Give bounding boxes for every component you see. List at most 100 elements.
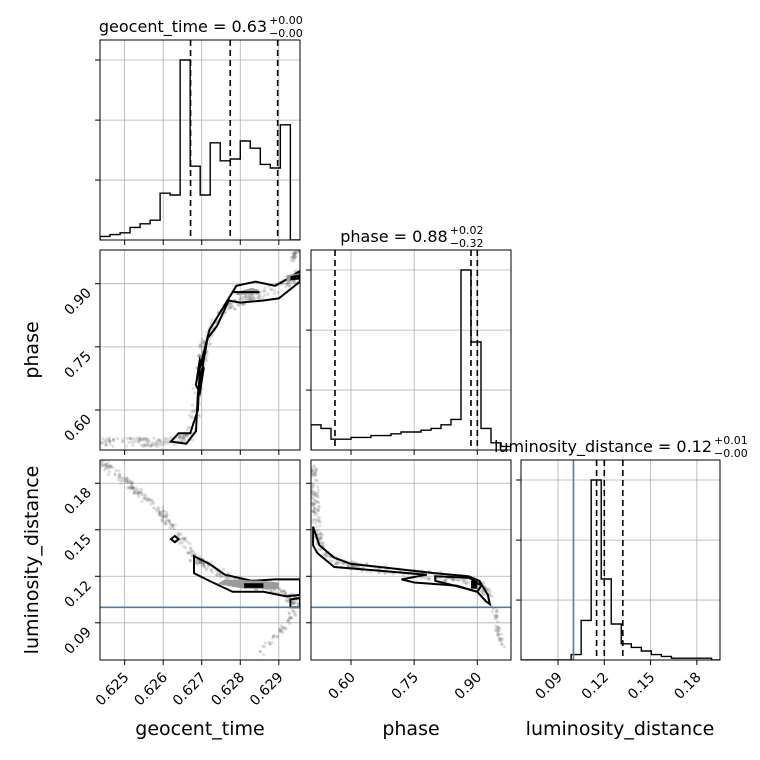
posterior-samples-luminosity_distance-vs-geocent_time [177,532,181,536]
posterior-samples-phase-vs-geocent_time [178,436,182,440]
posterior-samples-luminosity_distance-vs-phase [350,559,354,564]
posterior-samples-phase-vs-geocent_time [147,438,151,442]
posterior-samples-phase-vs-geocent_time [150,443,154,447]
posterior-samples-phase-vs-geocent_time [127,440,131,444]
posterior-samples-luminosity_distance-vs-geocent_time [258,649,262,654]
posterior-samples-luminosity_distance-vs-geocent_time [142,497,146,501]
posterior-samples-phase-vs-geocent_time [141,444,145,448]
posterior-samples-luminosity_distance-vs-geocent_time [137,490,141,494]
posterior-samples-luminosity_distance-vs-phase [314,470,318,474]
posterior-samples-luminosity_distance-vs-geocent_time [204,568,208,572]
posterior-samples-phase-vs-geocent_time [190,410,194,414]
posterior-samples-luminosity_distance-vs-geocent_time [218,572,222,576]
posterior-samples-luminosity_distance-vs-phase [496,630,500,634]
posterior-samples-luminosity_distance-vs-geocent_time [147,498,151,502]
posterior-samples-luminosity_distance-vs-geocent_time [291,608,295,613]
posterior-samples-luminosity_distance-vs-geocent_time [130,486,134,490]
posterior-samples-phase-vs-geocent_time [272,288,277,292]
posterior-samples-luminosity_distance-vs-phase [311,504,315,508]
posterior-samples-luminosity_distance-vs-phase [494,629,498,633]
posterior-samples-phase-vs-geocent_time [131,443,135,447]
posterior-samples-luminosity_distance-vs-geocent_time [132,487,136,491]
contour-outer [312,526,492,607]
posterior-samples-luminosity_distance-vs-phase [481,592,485,596]
posterior-samples-luminosity_distance-vs-geocent_time [161,512,165,516]
posterior-samples-phase-vs-geocent_time [227,303,231,307]
posterior-samples-luminosity_distance-vs-geocent_time [109,464,113,468]
posterior-samples-luminosity_distance-vs-geocent_time [290,616,294,620]
posterior-samples-luminosity_distance-vs-geocent_time [131,481,135,485]
posterior-samples-luminosity_distance-vs-phase [496,625,501,629]
posterior-samples-luminosity_distance-vs-phase [311,493,315,497]
posterior-samples-phase-vs-geocent_time [163,440,167,444]
posterior-samples-luminosity_distance-vs-geocent_time [104,462,108,466]
posterior-samples-luminosity_distance-vs-geocent_time [287,611,291,615]
posterior-samples-luminosity_distance-vs-geocent_time [125,478,129,482]
posterior-samples-luminosity_distance-vs-geocent_time [118,478,122,483]
posterior-samples-luminosity_distance-vs-geocent_time [289,616,293,620]
posterior-samples-luminosity_distance-vs-geocent_time [116,477,120,481]
histogram-geocent_time [100,59,300,240]
posterior-samples-luminosity_distance-vs-geocent_time [161,513,165,518]
posterior-samples-phase-vs-geocent_time [288,284,292,288]
posterior-samples-luminosity_distance-vs-geocent_time [125,476,129,480]
posterior-samples-phase-vs-geocent_time [241,296,245,300]
posterior-samples-luminosity_distance-vs-geocent_time [164,515,168,519]
posterior-samples-phase-vs-geocent_time [294,254,298,258]
posterior-samples-luminosity_distance-vs-phase [316,508,320,512]
posterior-samples-luminosity_distance-vs-phase [313,499,317,503]
panel-frame-phase-phase [310,249,512,451]
posterior-samples-luminosity_distance-vs-geocent_time [136,492,140,496]
posterior-samples-luminosity_distance-vs-phase [315,494,319,498]
posterior-samples-luminosity_distance-vs-geocent_time [210,568,214,572]
posterior-samples-phase-vs-geocent_time [197,413,201,417]
posterior-samples-luminosity_distance-vs-geocent_time [294,601,298,605]
posterior-samples-luminosity_distance-vs-geocent_time [152,506,156,510]
title-value: luminosity_distance = 0.12 [494,437,712,457]
y-axis-label-luminosity_distance: luminosity_distance [21,466,43,655]
posterior-samples-phase-vs-geocent_time [239,294,243,298]
posterior-samples-phase-vs-geocent_time [130,440,134,444]
posterior-samples-luminosity_distance-vs-phase [465,581,469,585]
posterior-samples-luminosity_distance-vs-geocent_time [142,493,146,497]
posterior-samples-luminosity_distance-vs-geocent_time [202,565,206,569]
posterior-samples-luminosity_distance-vs-phase [341,561,345,566]
posterior-samples-luminosity_distance-vs-phase [419,576,423,580]
posterior-samples-phase-vs-geocent_time [154,439,158,443]
posterior-samples-luminosity_distance-vs-geocent_time [140,493,144,497]
posterior-samples-phase-vs-geocent_time [199,341,203,345]
posterior-samples-luminosity_distance-vs-phase [496,632,500,636]
posterior-samples-luminosity_distance-vs-geocent_time [132,490,136,494]
posterior-samples-phase-vs-geocent_time [261,296,265,300]
posterior-samples-phase-vs-geocent_time [256,297,260,301]
posterior-samples-luminosity_distance-vs-phase [426,577,431,581]
posterior-samples-luminosity_distance-vs-geocent_time [179,532,183,537]
posterior-samples-luminosity_distance-vs-phase [315,468,319,472]
posterior-samples-phase-vs-geocent_time [292,253,296,257]
panel-title-phase: phase = 0.88 +0.02−0.32 [340,224,483,250]
posterior-samples-phase-vs-geocent_time [204,356,208,360]
posterior-samples-luminosity_distance-vs-phase [351,564,355,568]
posterior-samples-luminosity_distance-vs-phase [313,493,317,497]
posterior-samples-luminosity_distance-vs-phase [319,536,323,540]
posterior-samples-luminosity_distance-vs-phase [313,492,317,496]
posterior-samples-phase-vs-geocent_time [292,252,296,256]
posterior-samples-luminosity_distance-vs-phase [316,488,320,492]
posterior-samples-luminosity_distance-vs-phase [457,578,461,582]
posterior-samples-phase-vs-geocent_time [258,296,262,300]
posterior-samples-phase-vs-geocent_time [148,445,153,449]
posterior-samples-phase-vs-geocent_time [152,442,156,446]
posterior-samples-luminosity_distance-vs-geocent_time [158,510,162,514]
posterior-samples-phase-vs-geocent_time [241,303,245,307]
posterior-samples-luminosity_distance-vs-geocent_time [219,575,223,579]
posterior-samples-phase-vs-geocent_time [142,443,146,447]
contour-inner [194,356,205,397]
posterior-samples-luminosity_distance-vs-geocent_time [168,519,172,524]
posterior-samples-luminosity_distance-vs-geocent_time [271,634,275,638]
posterior-samples-luminosity_distance-vs-phase [456,578,460,582]
posterior-samples-phase-vs-geocent_time [181,434,185,438]
posterior-samples-luminosity_distance-vs-phase [326,555,330,559]
posterior-samples-luminosity_distance-vs-geocent_time [279,624,283,628]
posterior-samples-phase-vs-geocent_time [107,436,112,440]
